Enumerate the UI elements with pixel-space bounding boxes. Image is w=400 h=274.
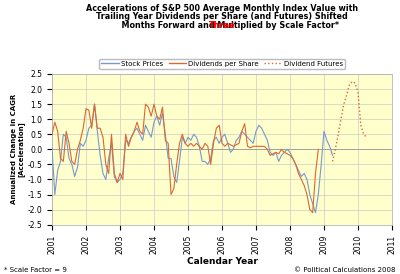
Text: * Scale Factor = 9: * Scale Factor = 9 xyxy=(4,267,67,273)
Legend: Stock Prices, Dividends per Share, Dividend Futures: Stock Prices, Dividends per Share, Divid… xyxy=(99,59,345,69)
Y-axis label: Annualized Change in CAGR
[Acceleration]: Annualized Change in CAGR [Acceleration] xyxy=(11,94,25,204)
Text: Three: Three xyxy=(209,21,235,30)
Text: Trailing Year Dividends per Share (and Futures) Shifted: Trailing Year Dividends per Share (and F… xyxy=(96,12,348,21)
Text: Months Forward and Multiplied by Scale Factor*: Months Forward and Multiplied by Scale F… xyxy=(105,21,339,30)
Text: Accelerations of S&P 500 Average Monthly Index Value with: Accelerations of S&P 500 Average Monthly… xyxy=(86,4,358,13)
X-axis label: Calendar Year: Calendar Year xyxy=(186,256,258,266)
Text: © Political Calculations 2008: © Political Calculations 2008 xyxy=(294,267,396,273)
Text: Three: Three xyxy=(209,21,235,30)
